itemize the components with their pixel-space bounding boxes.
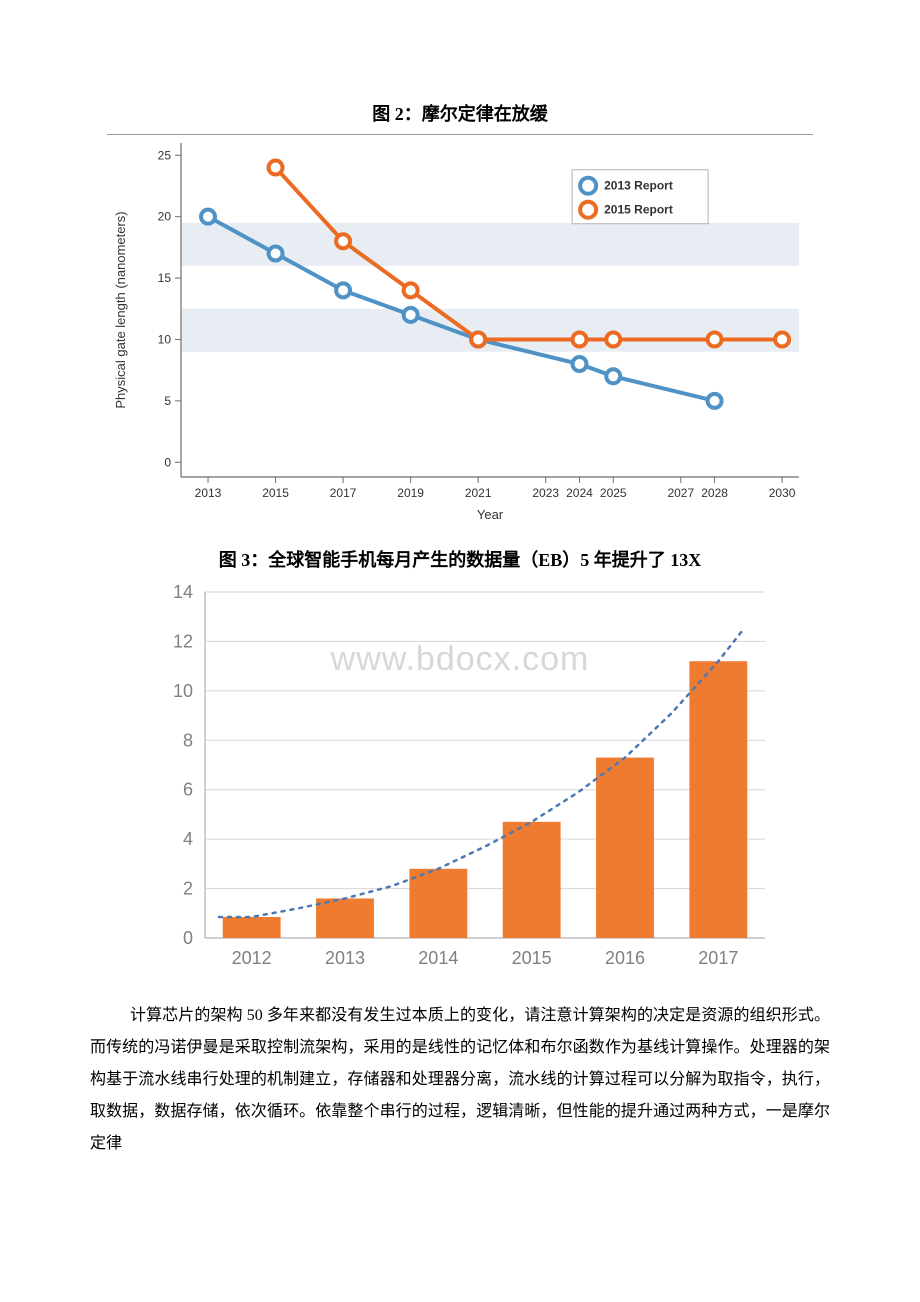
svg-text:2013 Report: 2013 Report: [604, 179, 673, 193]
svg-text:5: 5: [164, 394, 171, 408]
chart2-container: 0 2 4 6 8 10 12 14 2012 2013 2014 2015 2016 2017: [135, 580, 785, 980]
svg-text:2013: 2013: [325, 948, 365, 968]
svg-text:2028: 2028: [701, 486, 728, 500]
svg-text:0: 0: [183, 928, 193, 948]
svg-text:2012: 2012: [232, 948, 272, 968]
svg-text:2015: 2015: [512, 948, 552, 968]
svg-text:2015: 2015: [262, 486, 289, 500]
chart1-svg: 0510152025201320152017201920212023202420…: [107, 135, 813, 525]
svg-text:2019: 2019: [397, 486, 424, 500]
svg-text:2030: 2030: [769, 486, 796, 500]
chart2-svg: 0 2 4 6 8 10 12 14 2012 2013 2014 2015 2016 2017: [135, 580, 785, 980]
chart1-container: 0510152025201320152017201920212023202420…: [107, 134, 813, 524]
svg-text:10: 10: [158, 332, 172, 346]
svg-text:2: 2: [183, 879, 193, 899]
svg-text:8: 8: [183, 730, 193, 750]
svg-text:14: 14: [173, 582, 193, 602]
svg-text:6: 6: [183, 780, 193, 800]
svg-text:4: 4: [183, 829, 193, 849]
svg-text:2024: 2024: [566, 486, 593, 500]
svg-text:12: 12: [173, 631, 193, 651]
svg-text:2017: 2017: [330, 486, 357, 500]
svg-text:Year: Year: [477, 507, 504, 522]
svg-text:20: 20: [158, 210, 172, 224]
svg-text:2027: 2027: [667, 486, 694, 500]
svg-text:25: 25: [158, 148, 172, 162]
svg-text:2021: 2021: [465, 486, 492, 500]
svg-text:2025: 2025: [600, 486, 627, 500]
svg-text:2016: 2016: [605, 948, 645, 968]
svg-text:2013: 2013: [195, 486, 222, 500]
svg-text:2014: 2014: [418, 948, 458, 968]
svg-text:2017: 2017: [698, 948, 738, 968]
chart2-title: 图 3：全球智能手机每月产生的数据量（EB）5 年提升了 13X: [90, 546, 830, 572]
chart1-title: 图 2：摩尔定律在放缓: [90, 100, 830, 126]
svg-text:0: 0: [164, 455, 171, 469]
paragraph-text: 计算芯片的架构 50 多年来都没有发生过本质上的变化，请注意计算架构的决定是资源…: [90, 1000, 830, 1160]
svg-text:15: 15: [158, 271, 172, 285]
svg-text:2023: 2023: [532, 486, 559, 500]
svg-text:Physical gate length (nanomete: Physical gate length (nanometers): [113, 211, 128, 408]
svg-text:10: 10: [173, 681, 193, 701]
svg-text:2015 Report: 2015 Report: [604, 203, 673, 217]
